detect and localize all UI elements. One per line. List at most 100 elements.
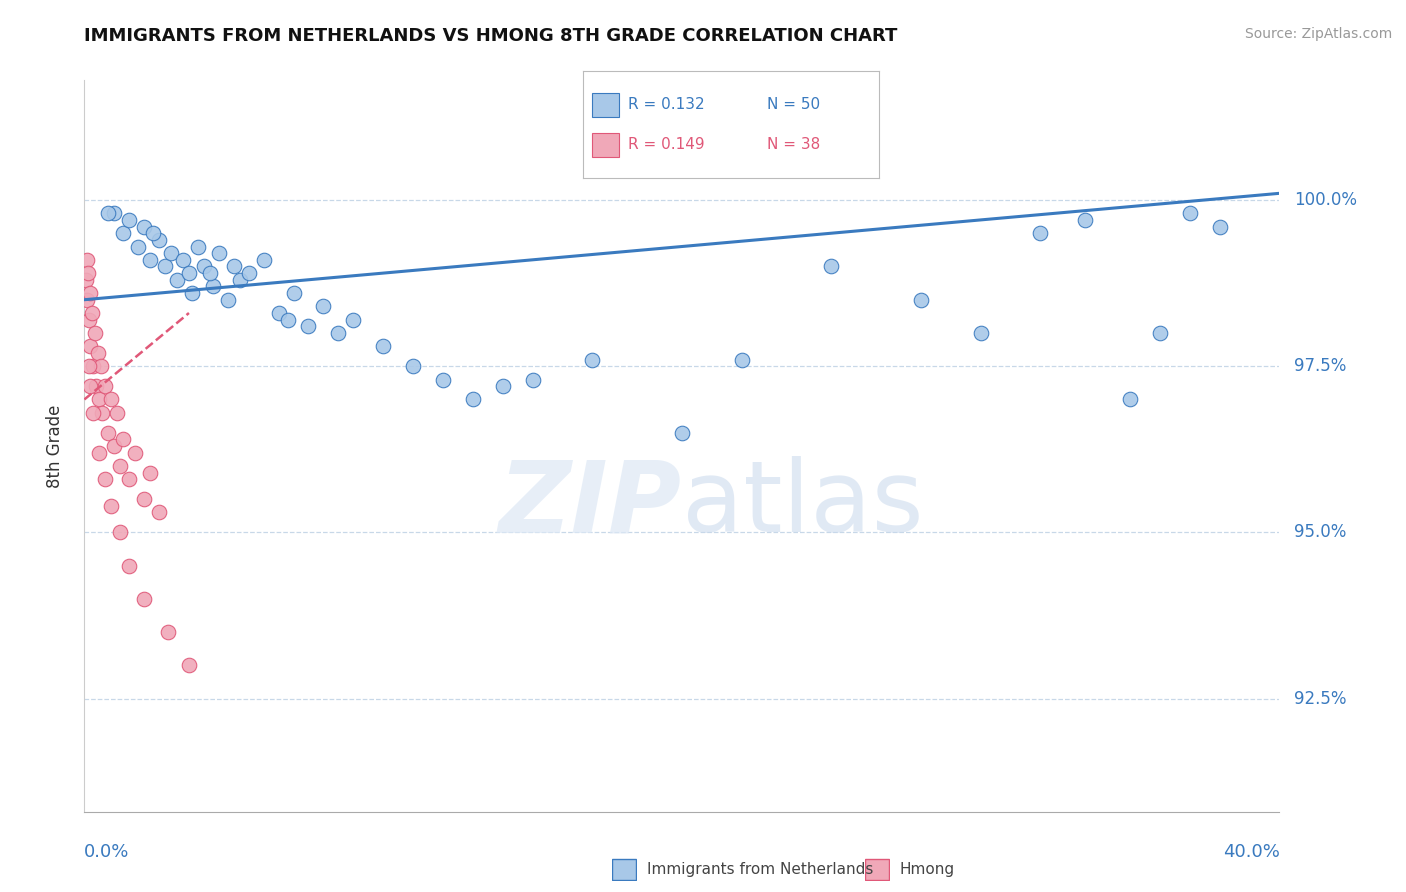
Point — [110, 525, 132, 540]
Point — [110, 458, 132, 473]
Point — [581, 352, 603, 367]
Point — [132, 219, 156, 234]
Point — [142, 226, 165, 240]
Point — [80, 306, 103, 320]
Point — [180, 286, 202, 301]
Point — [100, 499, 122, 513]
Point — [820, 260, 842, 274]
FancyBboxPatch shape — [592, 133, 619, 157]
Point — [222, 260, 245, 274]
Point — [132, 492, 156, 507]
Point — [75, 273, 97, 287]
Text: Source: ZipAtlas.com: Source: ZipAtlas.com — [1244, 27, 1392, 41]
Point — [198, 266, 221, 280]
Text: 95.0%: 95.0% — [1294, 524, 1346, 541]
Text: N = 38: N = 38 — [766, 137, 820, 153]
Point — [103, 439, 125, 453]
Text: 92.5%: 92.5% — [1294, 690, 1347, 707]
FancyBboxPatch shape — [865, 859, 889, 880]
Point — [94, 379, 117, 393]
Y-axis label: 8th Grade: 8th Grade — [45, 404, 63, 488]
Point — [522, 372, 544, 386]
Point — [153, 260, 176, 274]
Point — [201, 279, 224, 293]
Point — [112, 226, 135, 240]
Text: 0.0%: 0.0% — [84, 843, 129, 861]
Point — [177, 266, 200, 280]
Text: IMMIGRANTS FROM NETHERLANDS VS HMONG 8TH GRADE CORRELATION CHART: IMMIGRANTS FROM NETHERLANDS VS HMONG 8TH… — [84, 27, 898, 45]
Point — [166, 273, 188, 287]
Text: atlas: atlas — [682, 456, 924, 553]
Point — [172, 252, 194, 267]
Point — [492, 379, 515, 393]
Point — [91, 406, 114, 420]
Point — [1074, 213, 1097, 227]
Point — [371, 339, 394, 353]
Point — [82, 406, 104, 420]
Point — [118, 472, 141, 486]
Point — [253, 252, 276, 267]
Point — [1119, 392, 1142, 407]
FancyBboxPatch shape — [592, 93, 619, 117]
Point — [1149, 326, 1171, 340]
Point — [187, 239, 209, 253]
Point — [76, 252, 98, 267]
Text: 40.0%: 40.0% — [1223, 843, 1279, 861]
Point — [432, 372, 454, 386]
Point — [276, 312, 298, 326]
Point — [148, 506, 170, 520]
Point — [328, 326, 350, 340]
Point — [124, 445, 146, 459]
Point — [89, 445, 111, 459]
Point — [97, 206, 120, 220]
Point — [118, 213, 141, 227]
Point — [76, 293, 98, 307]
Point — [103, 206, 125, 220]
Point — [132, 591, 156, 606]
Text: R = 0.149: R = 0.149 — [627, 137, 704, 153]
Point — [297, 319, 319, 334]
Point — [139, 252, 162, 267]
Point — [112, 433, 135, 447]
Point — [238, 266, 260, 280]
Point — [94, 472, 117, 486]
Point — [217, 293, 239, 307]
Point — [228, 273, 252, 287]
Point — [160, 246, 183, 260]
Point — [90, 359, 112, 374]
Point — [97, 425, 120, 440]
Text: ZIP: ZIP — [499, 456, 682, 553]
Point — [87, 346, 110, 360]
Point — [77, 266, 100, 280]
Point — [86, 379, 108, 393]
Text: R = 0.132: R = 0.132 — [627, 97, 704, 112]
Point — [402, 359, 425, 374]
Text: Immigrants from Netherlands: Immigrants from Netherlands — [647, 863, 873, 877]
Point — [157, 625, 180, 640]
Point — [461, 392, 484, 407]
Point — [731, 352, 754, 367]
Point — [79, 379, 101, 393]
Point — [100, 392, 122, 407]
Point — [283, 286, 305, 301]
FancyBboxPatch shape — [612, 859, 636, 880]
Point — [1178, 206, 1201, 220]
Point — [82, 359, 104, 374]
Point — [77, 312, 100, 326]
Point — [79, 339, 101, 353]
Point — [89, 392, 111, 407]
Point — [139, 466, 162, 480]
Text: N = 50: N = 50 — [766, 97, 820, 112]
Point — [79, 286, 101, 301]
Point — [671, 425, 693, 440]
Text: 97.5%: 97.5% — [1294, 357, 1346, 376]
Point — [208, 246, 231, 260]
Point — [267, 306, 290, 320]
Point — [910, 293, 932, 307]
Point — [1029, 226, 1052, 240]
Point — [77, 359, 100, 374]
Point — [1208, 219, 1230, 234]
Point — [177, 658, 200, 673]
Point — [105, 406, 128, 420]
Text: Hmong: Hmong — [900, 863, 955, 877]
